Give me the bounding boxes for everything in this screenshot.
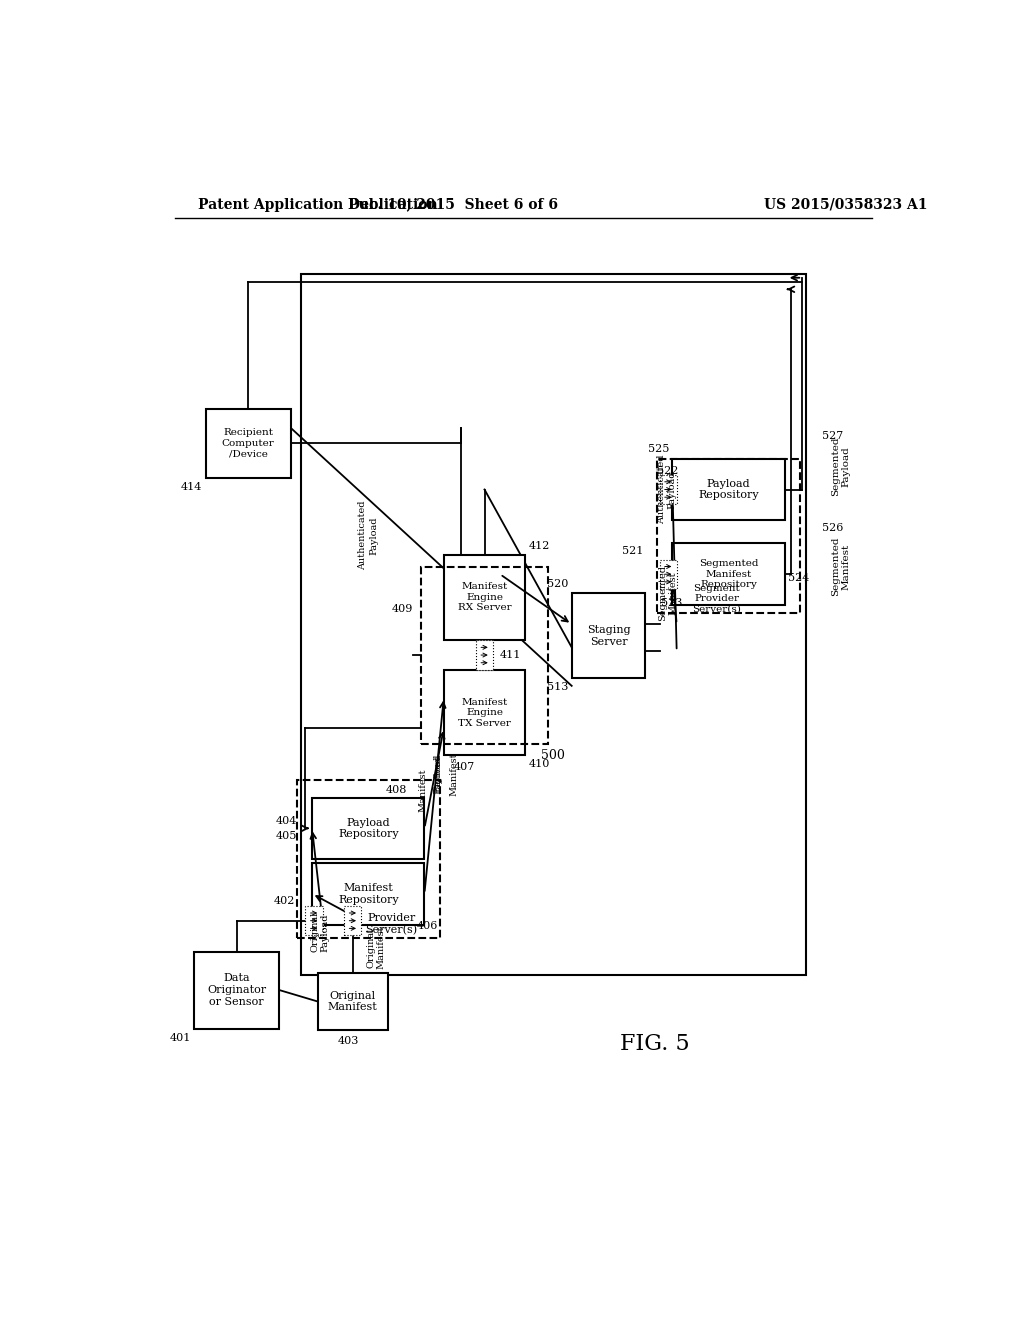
Text: 520: 520 <box>547 579 568 589</box>
Bar <box>476 640 493 669</box>
Text: Manifest
Engine
TX Server: Manifest Engine TX Server <box>458 698 511 727</box>
Text: 526: 526 <box>821 523 843 533</box>
Text: 406: 406 <box>417 921 438 932</box>
Text: 521: 521 <box>622 546 643 556</box>
Text: 402: 402 <box>273 896 295 907</box>
Text: Dec. 10, 2015  Sheet 6 of 6: Dec. 10, 2015 Sheet 6 of 6 <box>348 198 558 211</box>
Text: Provider
Server(s): Provider Server(s) <box>366 913 418 935</box>
Bar <box>344 906 361 936</box>
Text: 404: 404 <box>275 816 297 825</box>
Text: Recipient
Computer
/Device: Recipient Computer /Device <box>222 429 274 458</box>
Text: Segmented
Payload: Segmented Payload <box>831 437 851 496</box>
Bar <box>659 475 677 504</box>
Text: Segment
Provider
Server(s): Segment Provider Server(s) <box>692 583 741 614</box>
Bar <box>571 594 645 678</box>
Bar <box>297 780 440 939</box>
Text: Staging
Server: Staging Server <box>587 624 631 647</box>
Text: 523: 523 <box>660 598 682 609</box>
Text: 414: 414 <box>181 482 203 492</box>
Text: 403: 403 <box>338 1036 359 1047</box>
Bar <box>443 671 525 755</box>
Bar <box>657 459 801 612</box>
Text: Manifest
Repository: Manifest Repository <box>338 883 398 904</box>
Text: 412: 412 <box>529 541 551 550</box>
Text: Payload: Payload <box>433 754 442 792</box>
Text: FIG. 5: FIG. 5 <box>621 1032 690 1055</box>
Text: 527: 527 <box>821 430 843 441</box>
Bar <box>659 560 677 589</box>
Text: 500: 500 <box>541 750 564 763</box>
Bar <box>421 566 549 743</box>
Text: Payload: Payload <box>433 755 442 793</box>
Text: 522: 522 <box>657 466 679 477</box>
Bar <box>194 952 280 1028</box>
Text: Manifest
Engine
RX Server: Manifest Engine RX Server <box>458 582 511 612</box>
Text: 408: 408 <box>386 785 407 795</box>
Bar <box>305 906 323 936</box>
Text: Original
Manifest: Original Manifest <box>328 991 378 1012</box>
Text: Data
Originator
or Sensor: Data Originator or Sensor <box>207 973 266 1007</box>
Text: US 2015/0358323 A1: US 2015/0358323 A1 <box>764 198 927 211</box>
Text: 411: 411 <box>500 649 521 660</box>
Text: Manifest: Manifest <box>418 768 427 812</box>
Text: Original
Manifest: Original Manifest <box>367 925 386 969</box>
Text: Original
Payload: Original Payload <box>310 912 330 952</box>
Text: Authenticated
Payload: Authenticated Payload <box>657 455 676 524</box>
Text: 410: 410 <box>529 759 551 770</box>
Text: 405: 405 <box>275 832 297 841</box>
Bar <box>312 797 424 859</box>
Bar <box>206 409 291 478</box>
Text: 401: 401 <box>169 1032 190 1043</box>
Bar <box>673 544 784 605</box>
Text: 513: 513 <box>547 682 568 693</box>
Text: Segmented
Manifest
Repository: Segmented Manifest Repository <box>698 560 759 589</box>
Text: 525: 525 <box>648 445 670 454</box>
Text: 407: 407 <box>454 762 475 772</box>
Text: Authenticated
Payload: Authenticated Payload <box>358 502 378 570</box>
Bar <box>443 554 525 640</box>
Text: Segmented
Manifest: Segmented Manifest <box>831 537 851 597</box>
Text: 409: 409 <box>391 603 413 614</box>
Bar <box>673 459 784 520</box>
Bar <box>301 275 806 974</box>
Text: Manifest: Manifest <box>449 752 458 796</box>
Text: Segmented
Manifest: Segmented Manifest <box>658 565 678 622</box>
Text: Payload
Repository: Payload Repository <box>698 479 759 500</box>
Text: 524: 524 <box>787 573 809 583</box>
Text: Payload
Repository: Payload Repository <box>338 817 398 840</box>
Bar <box>312 863 424 924</box>
Bar <box>317 973 388 1031</box>
Text: Patent Application Publication: Patent Application Publication <box>198 198 437 211</box>
